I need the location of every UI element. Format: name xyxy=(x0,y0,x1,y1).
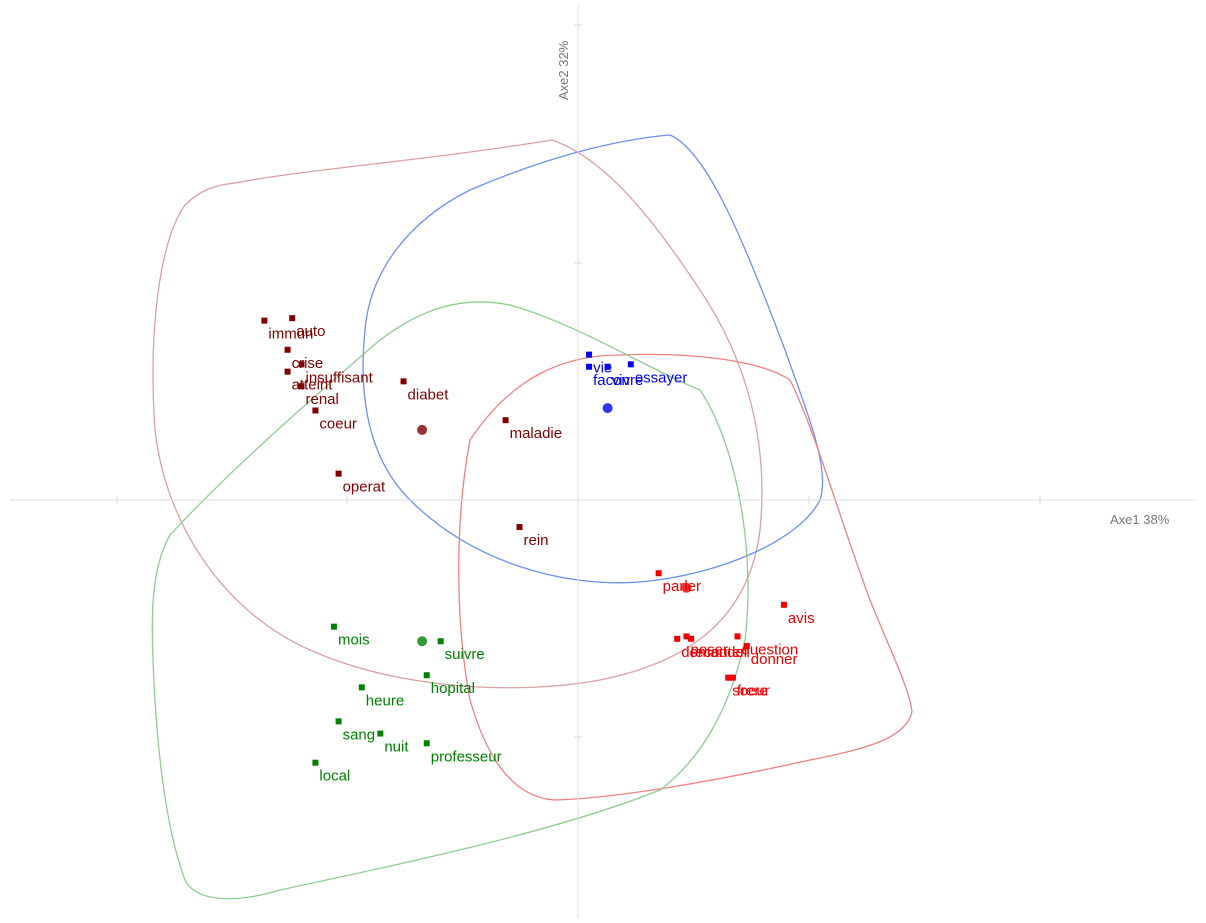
point-marker-immun xyxy=(261,318,267,324)
point-marker-heure xyxy=(359,684,365,690)
point-marker-poser xyxy=(683,633,689,639)
point-marker-demander xyxy=(674,636,680,642)
point-marker-frere xyxy=(730,675,736,681)
point-marker-crise xyxy=(285,347,291,353)
point-label: sang xyxy=(343,726,376,743)
point-marker-parler xyxy=(656,570,662,576)
point-label: poser xyxy=(690,641,728,658)
point-marker-essayer xyxy=(628,361,634,367)
point-marker-maladie xyxy=(503,417,509,423)
point-label: facon xyxy=(593,372,630,389)
axis-titles: Axe1 38% Axe2 32% xyxy=(556,40,1170,527)
point-label: question xyxy=(742,641,799,658)
point-marker-facon xyxy=(586,364,592,370)
point-marker-diabet xyxy=(401,378,407,384)
point-label: frere xyxy=(737,683,768,700)
point-marker-hopital xyxy=(424,672,430,678)
point-label: diabet xyxy=(408,386,450,403)
point-label: rein xyxy=(524,532,549,549)
point-marker-avis xyxy=(781,602,787,608)
cluster-centroid-4 xyxy=(417,636,427,646)
point-marker-local xyxy=(312,760,318,766)
point-label: local xyxy=(319,768,350,785)
point-label: renal xyxy=(306,391,339,408)
point-marker-professeur xyxy=(424,740,430,746)
cluster-hulls xyxy=(152,135,912,899)
point-label: mois xyxy=(338,632,370,649)
hull-cluster-1 xyxy=(153,140,762,688)
point-label: heure xyxy=(366,692,404,709)
point-marker-renal xyxy=(299,383,305,389)
cluster-centroid-3 xyxy=(681,583,691,593)
point-label: coeur xyxy=(319,415,357,432)
point-marker-sang xyxy=(336,718,342,724)
point-marker-nuit xyxy=(377,731,383,737)
hull-cluster-4 xyxy=(152,302,748,899)
point-marker-atteint xyxy=(285,369,291,375)
point-label: avis xyxy=(788,610,815,627)
point-label: maladie xyxy=(510,425,563,442)
x-axis-title: Axe1 38% xyxy=(1110,512,1170,527)
point-marker-suivre xyxy=(438,638,444,644)
point-marker-coeur xyxy=(312,407,318,413)
point-marker-vivre xyxy=(605,364,611,370)
point-label: professeur xyxy=(431,748,502,765)
point-label: auto xyxy=(296,323,325,340)
cluster-centroid-1 xyxy=(417,425,427,435)
point-marker-auto xyxy=(289,315,295,321)
point-marker-operat xyxy=(336,471,342,477)
point-marker-question xyxy=(735,633,741,639)
point-marker-vie xyxy=(586,352,592,358)
cluster-centroid-2 xyxy=(603,403,613,413)
point-marker-rein xyxy=(517,524,523,530)
point-label: operat xyxy=(343,479,386,496)
axes xyxy=(10,5,1196,918)
y-axis-title: Axe2 32% xyxy=(556,40,571,100)
point-label: nuit xyxy=(384,739,409,756)
point-label: suivre xyxy=(445,646,485,663)
point-marker-insuffisant xyxy=(299,361,305,367)
point-label: hopital xyxy=(431,680,475,697)
hull-cluster-3 xyxy=(459,354,912,800)
point-marker-mois xyxy=(331,624,337,630)
data-marks: immunautocriseinsuffisantatteintrenalcoe… xyxy=(261,315,814,784)
